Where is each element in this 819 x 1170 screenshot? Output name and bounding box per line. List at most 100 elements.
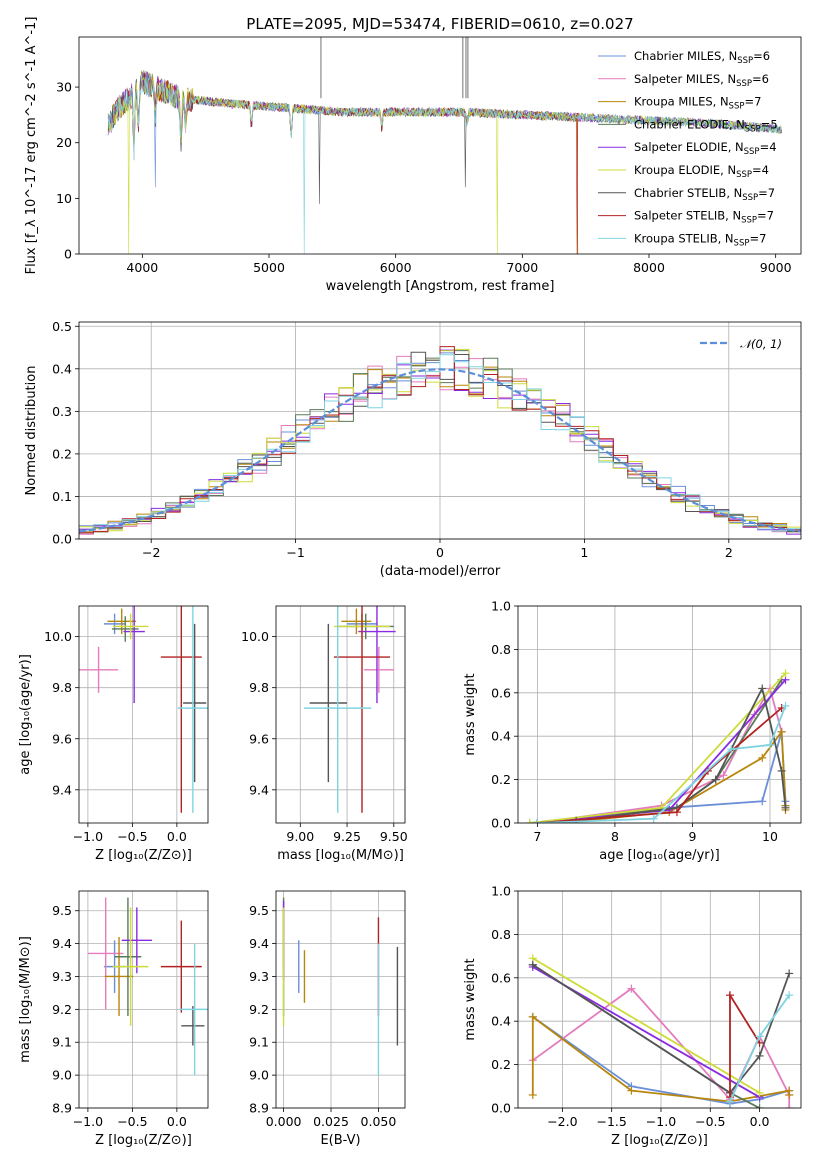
legend-label-6: Chabrier STELIB, NSSP=7 <box>634 186 775 203</box>
x-tick-label: 0 <box>436 545 444 560</box>
y-tick-label: 8.9 <box>249 1101 269 1116</box>
y-tick-label: 9.8 <box>52 680 72 695</box>
axes-frame <box>78 890 209 1109</box>
y-tick-label: 9.6 <box>249 731 269 746</box>
x-tick-label: 7 <box>533 829 541 844</box>
y-tick-label: 0.0 <box>491 816 511 831</box>
errorbar-point-1 <box>363 646 394 693</box>
y-tick-label: 9.2 <box>52 1002 72 1017</box>
y-tick-label: 0 <box>64 247 72 262</box>
x-tick-label: 0.0 <box>167 1114 187 1129</box>
plot-area <box>79 346 801 535</box>
legend-label-rest: =4 <box>752 163 769 177</box>
normal-reference-curve <box>79 368 801 533</box>
x-tick-label: 9 <box>688 829 696 844</box>
legend-subscript: SSP <box>741 216 757 226</box>
y-tick-label: 9.5 <box>249 903 269 918</box>
y-tick-label: 0.6 <box>491 970 511 985</box>
y-axis-label: mass weight <box>463 673 478 755</box>
weight-marker <box>765 740 774 749</box>
errorbar-point-4 <box>358 606 396 704</box>
axes-frame <box>78 321 802 540</box>
weight-marker <box>719 771 728 780</box>
errorbar-point-5 <box>112 907 149 1026</box>
weight-marker <box>785 969 794 978</box>
y-axis-label: Flux [f_λ 10^-17 erg cm^-2 s^-1 A^-1] <box>24 17 39 275</box>
axes-frame <box>275 605 406 824</box>
x-tick-label: −1.0 <box>73 1114 103 1129</box>
y-tick-label: 10.0 <box>241 629 269 644</box>
x-tick-label: 7000 <box>506 260 538 275</box>
legend-label-2: Kroupa MILES, NSSP=7 <box>634 95 761 112</box>
weight-marker <box>726 991 735 1000</box>
errorbar-point-6 <box>183 623 207 783</box>
x-tick-label: 9.50 <box>380 829 408 844</box>
x-axis-label: (data-model)/error <box>380 564 501 579</box>
errorbar-point-1 <box>79 646 119 693</box>
y-tick-label: 0.4 <box>491 729 511 744</box>
legend-subscript: SSP <box>744 147 760 157</box>
mass-vs-metallicity-panel: −1.0 −0.5 0.0 8.9 9.0 9.1 9.2 9.3 9.4 9.5 Z [log₁₀… <box>18 890 209 1148</box>
legend-subscript: SSP <box>742 193 758 203</box>
y-tick-label: 20 <box>56 135 72 150</box>
errorbar-point-7 <box>160 606 202 813</box>
x-axis-label: E(B-V) <box>320 1133 360 1148</box>
legend-label-4: Salpeter ELODIE, NSSP=4 <box>634 140 777 157</box>
plot-area <box>107 37 782 254</box>
weight-marker <box>627 1086 636 1095</box>
legend-label-rest: =4 <box>760 140 777 154</box>
x-tick-label: 0.000 <box>266 1114 302 1129</box>
weight-line-5 <box>532 957 761 1094</box>
errorbar-point-6 <box>309 623 348 783</box>
legend-label-7: Salpeter STELIB, NSSP=7 <box>634 209 774 226</box>
legend-subscript: SSP <box>736 170 752 180</box>
x-tick-label: −1 <box>286 545 304 560</box>
legend-subscript: SSP <box>729 102 745 112</box>
plot-area <box>282 897 399 1076</box>
y-tick-label: 0.0 <box>52 532 72 547</box>
x-tick-label: −2.0 <box>547 1114 577 1129</box>
plot-area <box>304 606 396 813</box>
x-tick-label: −0.5 <box>117 1114 147 1129</box>
spectrum-panel: 4000 5000 6000 7000 8000 9000 0 10 20 30 wavelengt… <box>24 17 802 294</box>
errorbar-point-2 <box>104 937 134 1016</box>
legend-subscript: SSP <box>736 79 752 89</box>
weight-marker <box>781 803 790 812</box>
y-tick-label: 10 <box>56 191 72 206</box>
errorbar-point-1 <box>87 897 124 1010</box>
spectrum-line-6 <box>107 71 782 204</box>
y-tick-label: 0.8 <box>491 927 511 942</box>
y-axis-label: Normed distribution <box>24 366 39 496</box>
axes-frame <box>78 36 802 255</box>
weight-marker <box>649 814 658 823</box>
y-tick-label: 0.0 <box>491 1101 511 1116</box>
y-tick-label: 1.0 <box>491 599 511 614</box>
x-tick-label: 0.025 <box>313 1114 349 1129</box>
y-tick-label: 9.4 <box>249 936 269 951</box>
weight-marker <box>627 984 636 993</box>
y-tick-label: 9.6 <box>52 731 72 746</box>
x-tick-label: 9.25 <box>333 829 361 844</box>
legend-label-rest: =6 <box>753 49 770 63</box>
weight-line-7 <box>537 707 783 823</box>
errorbar-point-4 <box>121 907 152 974</box>
y-tick-label: 0.1 <box>52 489 72 504</box>
plot-area <box>525 669 790 823</box>
y-axis-label: mass [log₁₀(M/M⊙)] <box>18 936 33 1063</box>
errorbar-point-8 <box>177 606 208 813</box>
legend-subscript: SSP <box>745 124 761 134</box>
x-tick-label: −1.5 <box>596 1114 626 1129</box>
x-tick-label: 1 <box>580 545 588 560</box>
y-tick-label: 9.2 <box>249 1002 269 1017</box>
weight-marker <box>528 1012 537 1021</box>
y-tick-label: 10.0 <box>44 629 72 644</box>
errorbar-point-7 <box>160 920 202 1013</box>
errorbar-point-5 <box>112 613 149 640</box>
y-axis-label: age [log₁₀(age/yr)] <box>18 654 33 775</box>
y-tick-label: 9.3 <box>249 969 269 984</box>
x-axis-label: Z [log₁₀(Z/Z⊙)] <box>95 1133 192 1148</box>
legend-label-5: Kroupa ELODIE, NSSP=4 <box>634 163 769 180</box>
x-tick-label: −0.5 <box>117 829 147 844</box>
x-tick-label: −1.0 <box>73 829 103 844</box>
weight-marker <box>758 753 767 762</box>
